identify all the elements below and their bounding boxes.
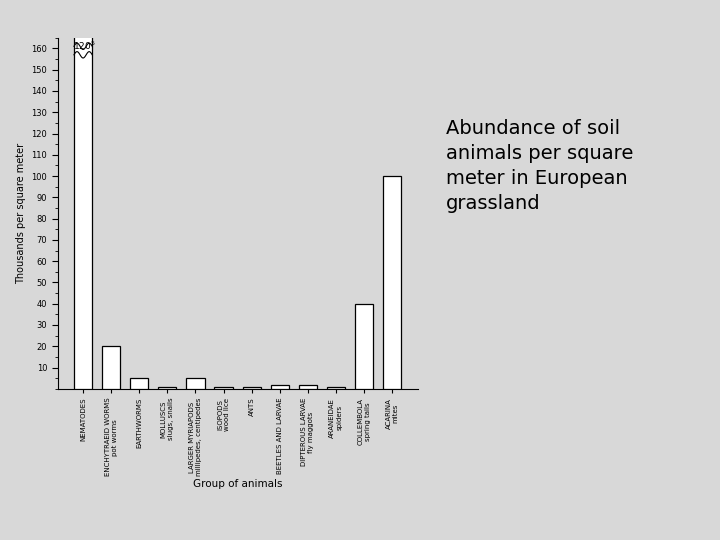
Bar [102, 346, 120, 389]
Bar [243, 387, 261, 389]
Bar [130, 378, 148, 389]
Text: $120^5$: $120^5$ [73, 40, 95, 52]
Y-axis label: Thousands per square meter: Thousands per square meter [16, 143, 26, 284]
Bar [327, 387, 345, 389]
Bar [158, 387, 176, 389]
Bar [215, 387, 233, 389]
Bar [355, 303, 373, 389]
X-axis label: Group of animals: Group of animals [193, 479, 282, 489]
Bar [186, 378, 204, 389]
Bar [271, 384, 289, 389]
Bar [383, 176, 401, 389]
Bar [74, 0, 92, 389]
Text: Abundance of soil
animals per square
meter in European
grassland: Abundance of soil animals per square met… [446, 119, 633, 213]
Bar [299, 384, 317, 389]
